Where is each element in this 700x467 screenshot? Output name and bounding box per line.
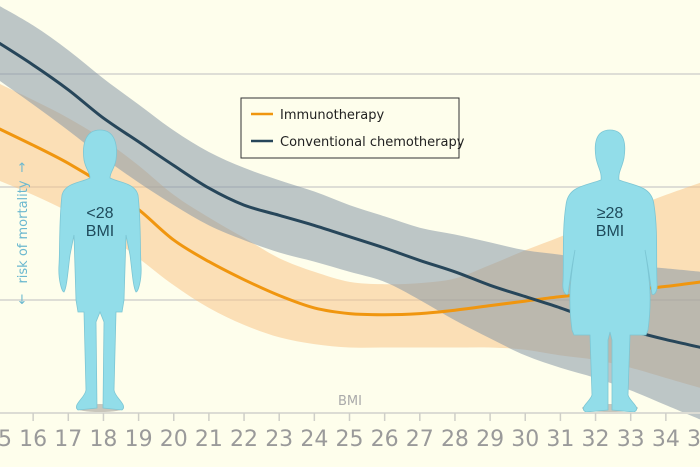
y-axis-label: risk of mortality	[16, 180, 31, 283]
x-tick-label: 22	[230, 427, 258, 452]
x-tick-label: 21	[195, 427, 223, 452]
x-tick-label: 32	[582, 427, 610, 452]
legend-label-chemotherapy: Conventional chemotherapy	[280, 135, 465, 150]
x-tick-label: 27	[406, 427, 434, 452]
x-tick-label: 35	[687, 427, 700, 452]
x-tick-label: 16	[19, 427, 47, 452]
x-tick-label: 34	[652, 427, 680, 452]
x-tick-label: 25	[336, 427, 364, 452]
slim-person-silhouette	[58, 129, 142, 411]
x-tick-label: 30	[511, 427, 539, 452]
y-axis-label-group: risk of mortality	[16, 180, 31, 283]
x-tick-label: 31	[546, 427, 574, 452]
heavy-person-figure: ≥28 BMI	[562, 129, 658, 413]
x-tick-label: 17	[54, 427, 82, 452]
x-tick-label: 29	[476, 427, 504, 452]
x-tick-label: 28	[441, 427, 469, 452]
x-tick-label: 33	[617, 427, 645, 452]
confidence-bands	[0, 6, 700, 420]
x-axis-label: BMI	[338, 394, 362, 409]
left-figure-label-line1: <28	[86, 205, 113, 222]
legend-label-immunotherapy: Immunotherapy	[280, 108, 384, 123]
y-axis-up-arrow-icon: ↑	[17, 161, 28, 176]
x-axis-ticks: 15 16 17 18 19 20 21 22 23 24 25 26 27 28 29 30 31 32 33 34…	[0, 413, 700, 452]
x-tick-label: 26	[371, 427, 399, 452]
y-axis-down-arrow-icon: ↓	[17, 293, 28, 308]
slim-person-figure: <28 BMI	[58, 129, 142, 412]
x-tick-label: 15	[0, 427, 12, 452]
left-figure-label-line2: BMI	[86, 223, 114, 240]
x-tick-label: 23	[265, 427, 293, 452]
right-figure-label-line1: ≥28	[597, 205, 624, 222]
x-tick-label: 24	[300, 427, 328, 452]
x-tick-label: 18	[89, 427, 117, 452]
x-tick-label: 19	[125, 427, 153, 452]
confidence-band-chemotherapy	[0, 6, 700, 420]
x-tick-label: 20	[160, 427, 188, 452]
legend: Immunotherapy Conventional chemotherapy	[240, 97, 465, 159]
right-figure-label-line2: BMI	[596, 223, 624, 240]
heavy-person-silhouette	[562, 129, 658, 413]
